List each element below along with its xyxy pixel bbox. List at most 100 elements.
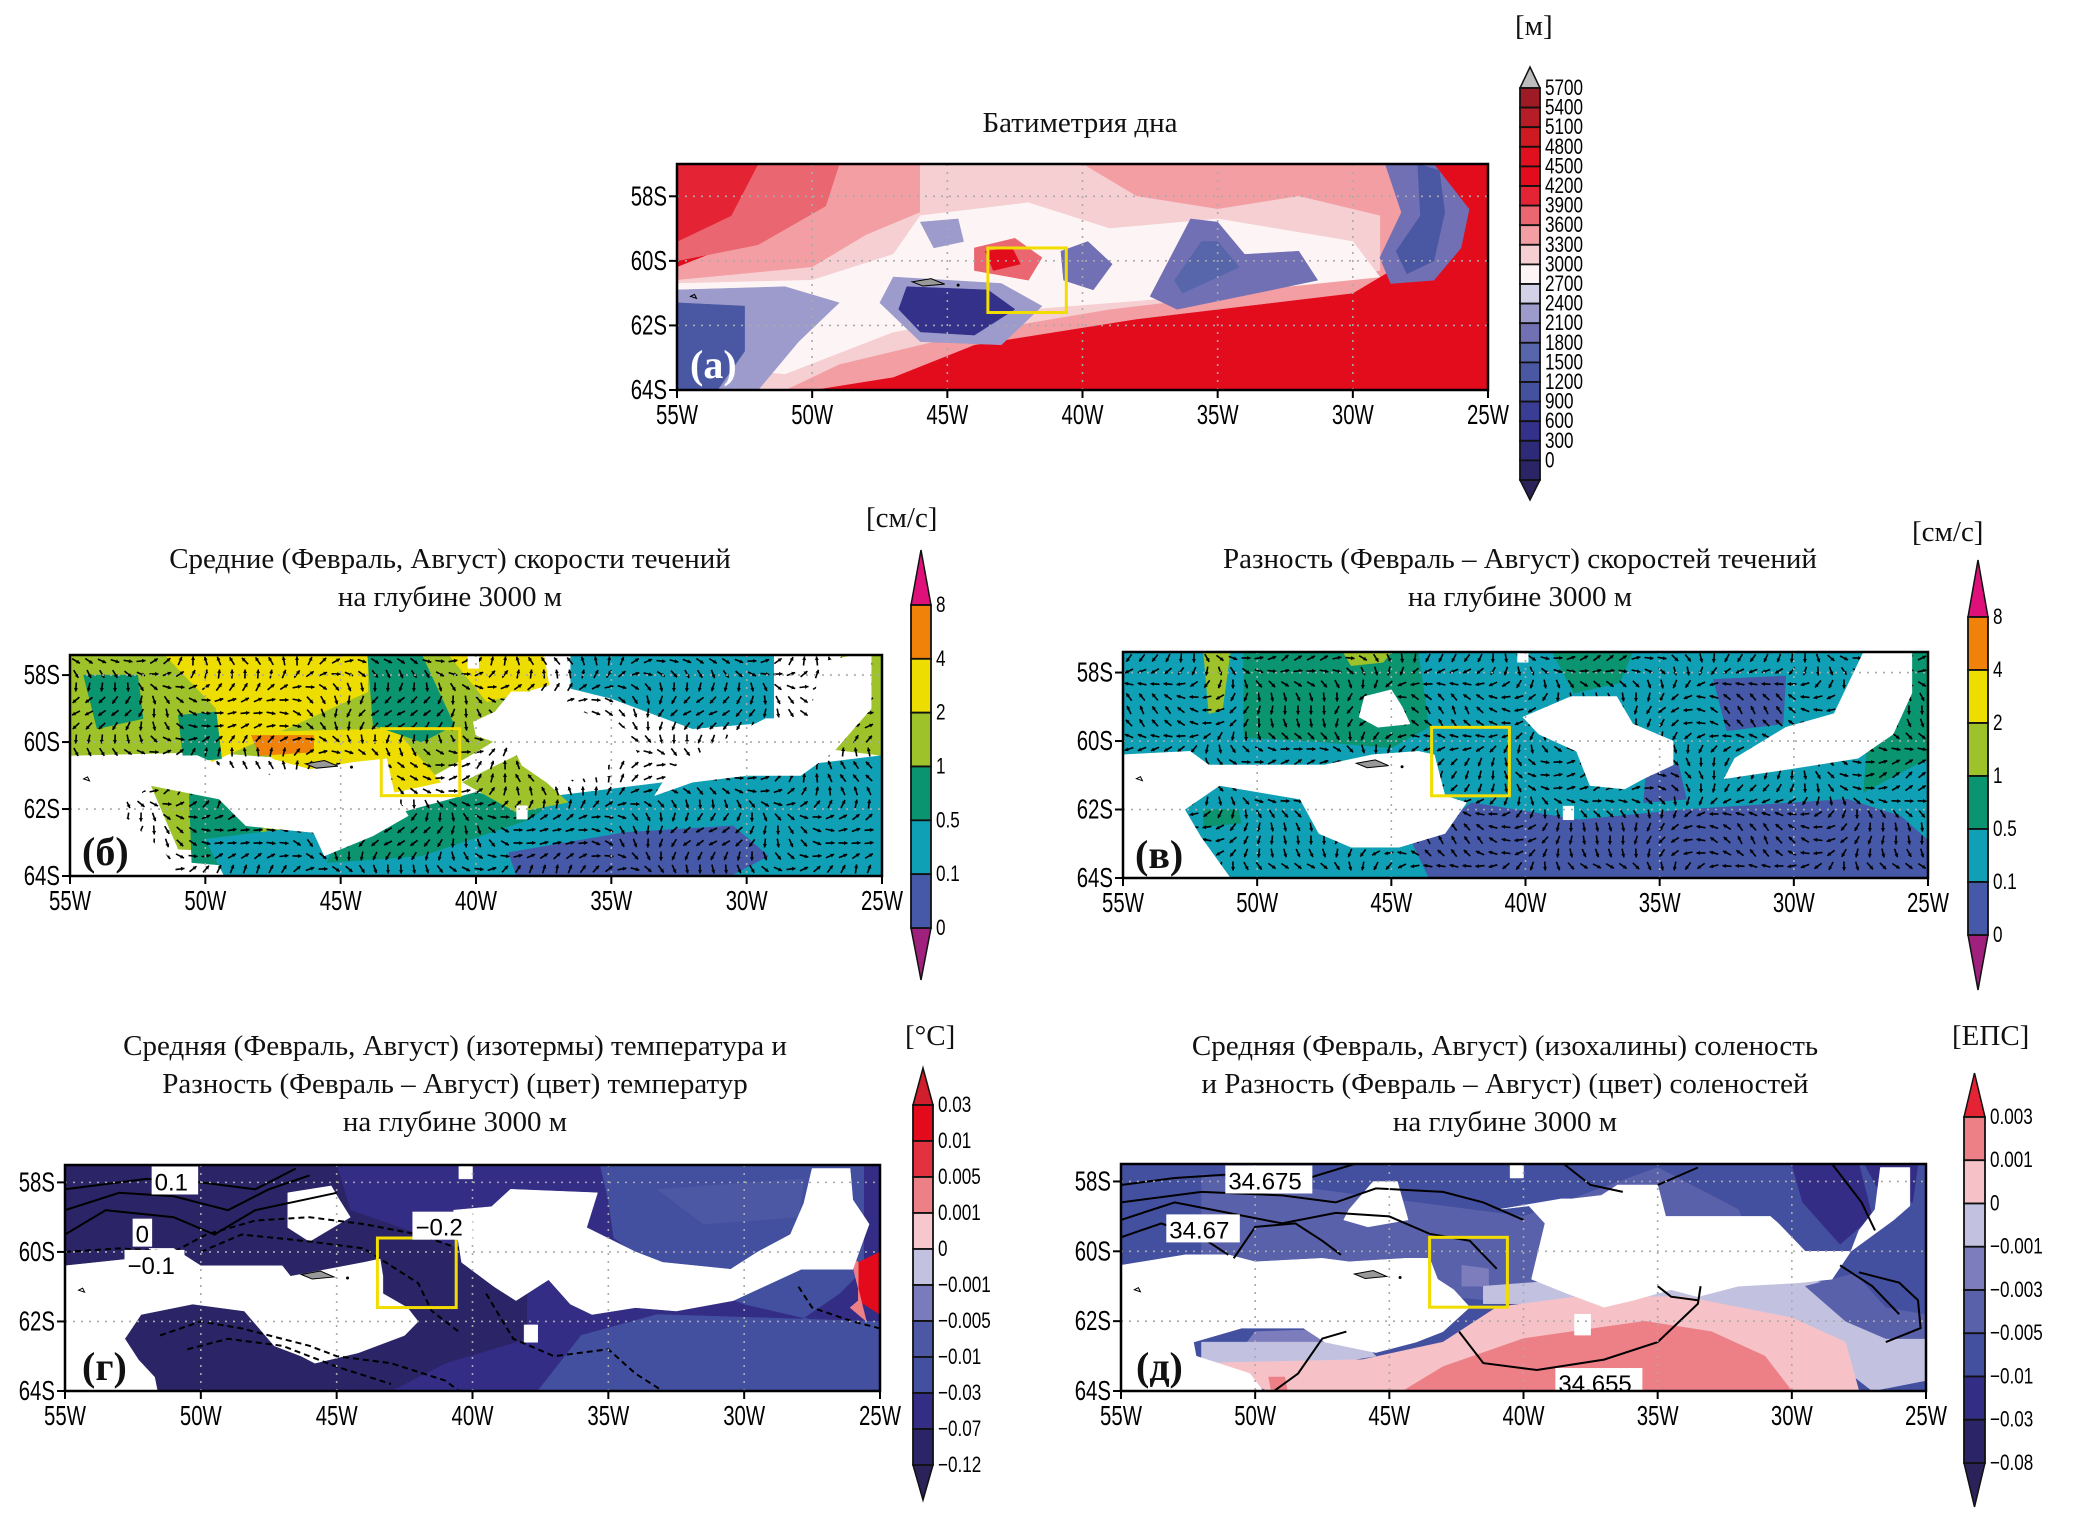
vector-arrow-head	[1584, 799, 1589, 804]
vector-arrow-head	[1907, 852, 1912, 857]
vector-arrow-head	[490, 760, 495, 765]
vector-arrow-head	[451, 686, 456, 691]
vector-arrow-head	[515, 786, 520, 791]
vector-arrow-head	[245, 723, 249, 728]
vector-arrow-head	[722, 829, 727, 833]
vector-arrow-head	[1230, 852, 1234, 857]
vector-arrow-head	[1803, 775, 1808, 780]
vector-arrow-head	[1372, 851, 1377, 856]
colorbar-segment	[912, 1248, 934, 1286]
vector-arrow-head	[1816, 788, 1821, 793]
vector-arrow-head	[543, 814, 548, 819]
vector-arrow-head	[492, 866, 497, 871]
vector-arrow-head	[282, 865, 287, 870]
vector-arrow-head	[399, 674, 404, 679]
vector-arrow-head	[541, 669, 546, 674]
vector-arrow-head	[856, 840, 861, 845]
x-tick-label: 25W	[859, 1401, 901, 1432]
vector-arrow-head	[1867, 827, 1872, 832]
vector-arrow-head	[1646, 853, 1651, 858]
vector-arrow-head	[1124, 733, 1129, 738]
colorbar-tick-label: −0.03	[1990, 1408, 2033, 1433]
vector-arrow-head	[1362, 656, 1367, 661]
vector-arrow-head	[1309, 841, 1314, 845]
vector-arrow-head	[1449, 733, 1454, 738]
vector-arrow-head	[516, 669, 521, 674]
vector-arrow-head	[1857, 786, 1862, 791]
vector-arrow-head	[180, 685, 185, 690]
isoline-contour	[65, 1174, 310, 1212]
filled-contour-region	[1713, 675, 1787, 732]
vector-arrow-head	[178, 656, 183, 661]
vector-arrow-head	[386, 752, 391, 757]
vector-arrow-head	[840, 786, 845, 791]
vector-arrow-head	[1595, 840, 1600, 845]
vector-arrow-head	[477, 657, 482, 662]
vector-arrow-head	[1737, 823, 1741, 828]
vector-arrow-head	[400, 776, 405, 781]
vector-arrow-head	[427, 763, 432, 768]
vector-arrow-head	[1488, 864, 1493, 869]
vector-arrow-head	[1310, 735, 1315, 740]
vector-arrow-head	[1386, 865, 1390, 870]
vector-arrow-head	[1335, 735, 1340, 740]
vector-arrow-head	[206, 698, 211, 703]
vector-arrow-head	[557, 827, 562, 832]
vector-arrow-head	[360, 868, 365, 873]
vector-arrow-head	[1150, 681, 1155, 686]
vector-arrow-head	[699, 659, 704, 664]
vector-arrow-head	[635, 671, 640, 676]
vector-arrow-head	[1857, 760, 1862, 765]
vector-arrow-head	[127, 750, 132, 755]
vector-arrow-head	[1411, 850, 1416, 855]
vector-arrow-head	[1858, 656, 1862, 661]
vector-arrow-head	[646, 700, 651, 705]
vector-arrow-head	[297, 698, 302, 703]
vector-arrow-head	[72, 725, 77, 730]
vector-arrow-head	[384, 711, 389, 716]
vector-arrow-head	[1243, 723, 1248, 727]
vector-arrow-head	[735, 842, 740, 847]
vector-arrow-head	[1920, 723, 1925, 728]
vector-arrow-head	[865, 774, 870, 779]
vector-arrow-head	[1411, 720, 1416, 724]
colorbar-tick-label: −0.07	[938, 1417, 981, 1442]
vector-arrow-head	[219, 840, 224, 845]
vector-arrow-head	[125, 699, 130, 704]
vector-arrow-head	[1658, 709, 1663, 713]
vector-arrow-head	[1571, 772, 1576, 777]
vector-arrow-head	[503, 656, 508, 661]
vector-arrow-head	[555, 683, 560, 688]
vector-arrow-head	[1800, 812, 1805, 817]
vector-arrow-head	[1921, 864, 1926, 869]
vector-arrow-head	[818, 814, 822, 820]
vector-arrow-head	[1350, 656, 1355, 661]
vector-arrow-head	[452, 802, 457, 807]
panel-a-title-line: Батиметрия дна	[982, 107, 1178, 139]
vector-arrow-head	[622, 866, 627, 871]
vector-arrow-head	[1410, 733, 1415, 738]
vector-arrow-head	[854, 735, 859, 740]
vector-arrow-head	[1297, 865, 1302, 869]
vector-arrow-head	[1397, 734, 1402, 739]
vector-arrow-head	[479, 685, 484, 690]
vector-arrow-head	[321, 713, 326, 718]
vector-arrow-head	[1334, 710, 1339, 714]
vector-arrow-head	[687, 659, 692, 664]
colorbar-tick-label: 1	[1993, 764, 2003, 789]
masked-region	[1522, 696, 1674, 790]
vector-arrow-head	[869, 840, 874, 845]
vector-arrow-head	[1868, 814, 1873, 818]
vector-arrow-head	[1232, 787, 1237, 791]
masked-region	[523, 1324, 538, 1343]
vector-arrow-head	[648, 788, 653, 793]
vector-arrow-head	[647, 686, 651, 691]
vector-arrow-head	[245, 710, 250, 715]
vector-arrow-head	[868, 814, 873, 818]
vector-arrow-head	[671, 740, 676, 744]
isoline-contour	[1657, 1285, 1699, 1302]
vector-arrow-head	[477, 843, 482, 848]
vector-arrow-head	[217, 669, 222, 674]
vector-arrow-head	[1907, 840, 1912, 845]
